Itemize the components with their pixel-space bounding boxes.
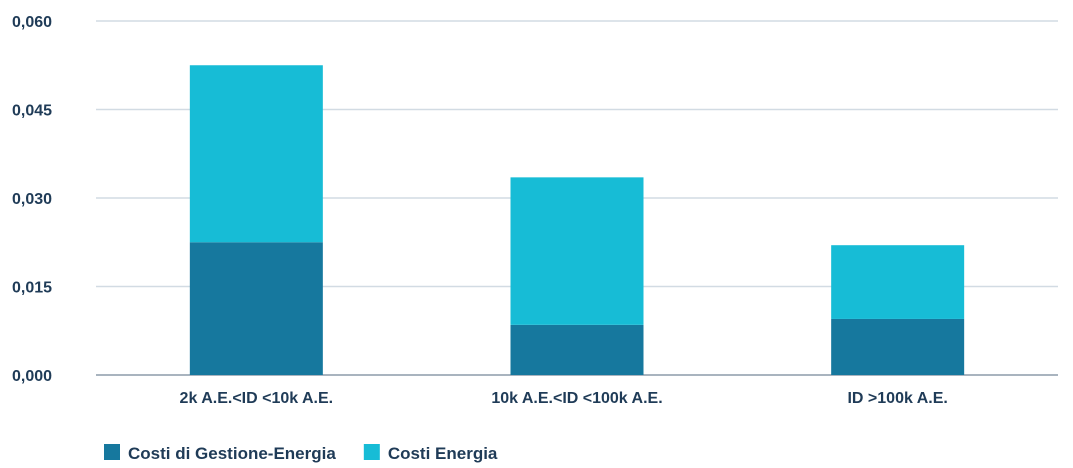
y-tick-label: 0,030 <box>12 191 52 208</box>
legend-swatch <box>104 444 120 460</box>
y-tick-label: 0,060 <box>12 14 52 31</box>
legend-label: Costi Energia <box>388 444 498 463</box>
y-tick-label: 0,015 <box>12 280 52 297</box>
bar-segment <box>189 242 323 375</box>
bar-segment <box>831 245 965 319</box>
axis-layer: 0,000 0,015 0,030 0,045 0,060 2k A.E.<ID <10k… <box>12 14 948 407</box>
x-tick-label: 10k A.E.<ID <100k A.E. <box>491 390 662 407</box>
legend-swatch <box>363 444 380 460</box>
bar-segment <box>831 318 965 375</box>
x-tick-label: 2k A.E.<ID <10k A.E. <box>180 390 334 407</box>
legend-label: Costi di Gestione-Energia <box>128 444 336 463</box>
y-tick-label: 0,000 <box>12 368 52 385</box>
bar-segment <box>510 324 644 375</box>
y-tick-label: 0,045 <box>12 103 52 120</box>
bar-segment <box>510 177 644 325</box>
bar-segment <box>189 65 323 243</box>
x-tick-label: ID >100k A.E. <box>847 390 947 407</box>
legend: Costi di Gestione-Energia Costi Energia <box>104 444 498 463</box>
bars-layer <box>189 65 965 375</box>
